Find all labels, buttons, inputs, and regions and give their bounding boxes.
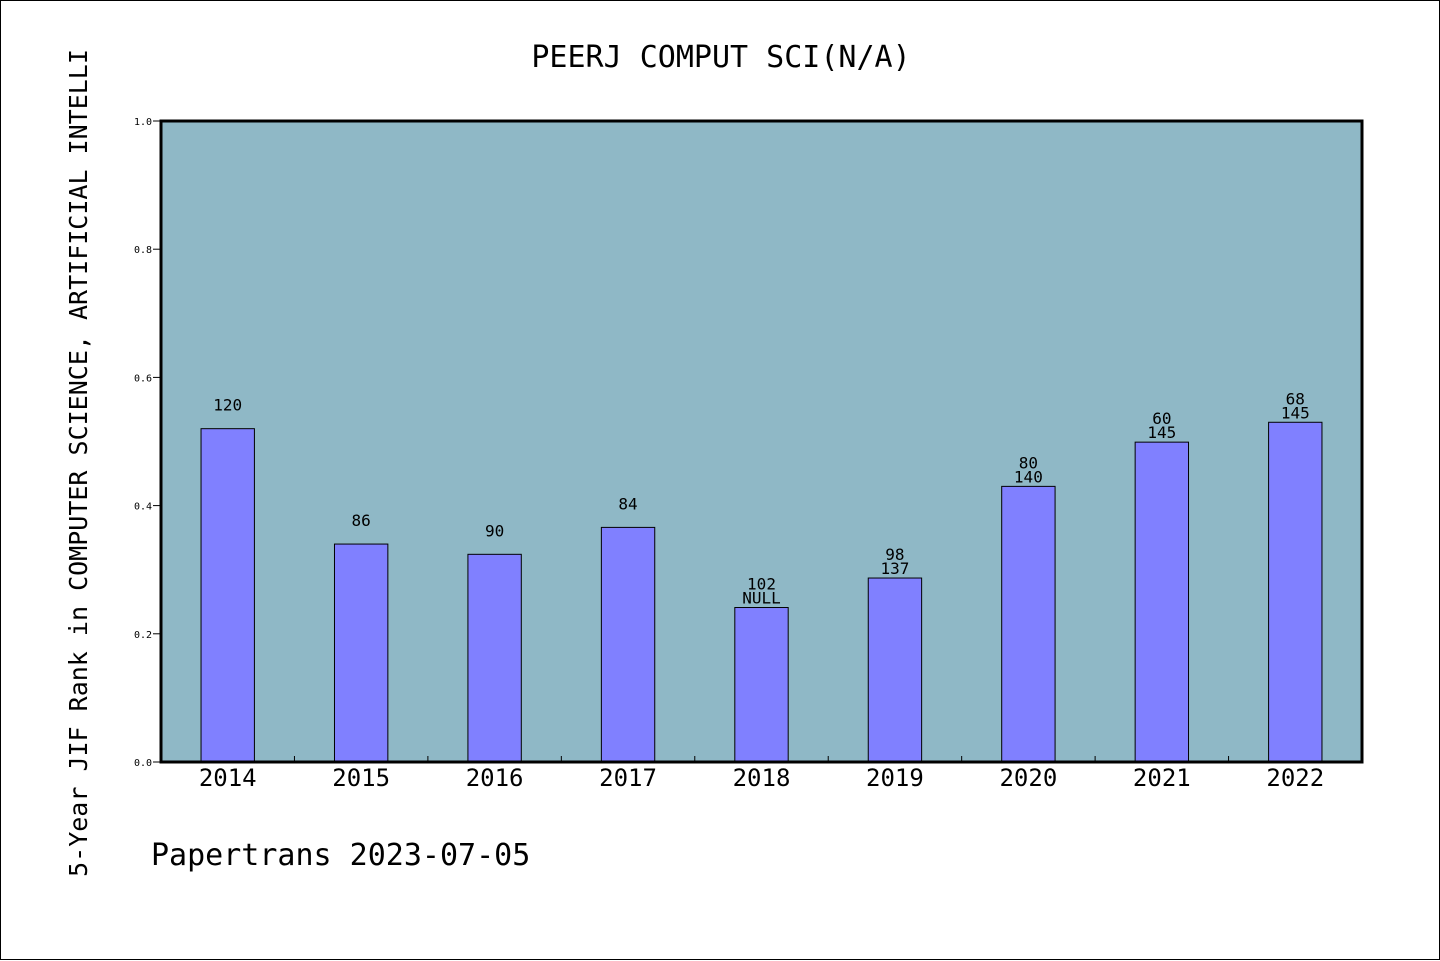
y-tick-label: 0.6	[134, 373, 152, 384]
bar-value-label: 137	[880, 559, 909, 578]
chart-title: PEERJ COMPUT SCI(N/A)	[531, 40, 910, 75]
bar-value-label: 145	[1147, 423, 1176, 442]
y-tick-label: 0.4	[134, 502, 152, 513]
bar-2015	[333, 543, 389, 763]
y-tick-label: 1.0	[134, 117, 152, 128]
x-tick-label: 2016	[466, 764, 524, 792]
plot-frame	[159, 119, 1364, 764]
y-tick-label: 0.0	[134, 758, 152, 769]
bar-value-label: 86	[352, 511, 371, 530]
x-tick-label: 2018	[733, 764, 791, 792]
bar-2016	[467, 553, 522, 763]
bars	[200, 421, 1323, 763]
x-tick-label: 2021	[1133, 764, 1191, 792]
bar-value-label: 68	[1286, 389, 1305, 408]
bar-value-label: NULL	[742, 589, 781, 608]
bar-2022	[1268, 421, 1323, 763]
bar-value-label: 98	[885, 545, 904, 564]
y-tick-label: 0.8	[134, 245, 152, 256]
bar-value-label: 80	[1019, 453, 1038, 472]
bar-value-label: 90	[485, 521, 504, 540]
bar-2021	[1134, 441, 1190, 763]
bar-2020	[1001, 485, 1056, 763]
bar-value-label: 120	[213, 396, 242, 415]
bar-2014	[200, 428, 255, 763]
x-axis-ticks: 2014 2015 2016 2017 2018 2019 2020 2021 2022	[199, 756, 1324, 792]
bar-value-label: 102	[747, 575, 776, 594]
bar-value-label: 84	[618, 494, 637, 513]
bar-2018	[734, 607, 789, 763]
x-tick-label: 2017	[599, 764, 657, 792]
bar-2017	[600, 526, 656, 763]
bar-value-label: 60	[1152, 409, 1171, 428]
x-tick-label: 2014	[199, 764, 257, 792]
x-tick-label: 2015	[332, 764, 390, 792]
y-axis-label: 5-Year JIF Rank in COMPUTER SCIENCE, ART…	[64, 49, 93, 877]
x-tick-label: 2022	[1266, 764, 1324, 792]
y-tick-label: 0.2	[134, 630, 152, 641]
bar-2019	[867, 577, 923, 763]
footer-credit: Papertrans 2023-07-05	[151, 838, 530, 873]
x-tick-label: 2020	[999, 764, 1057, 792]
bar-value-label: 140	[1014, 467, 1043, 486]
bar-value-label: 145	[1281, 403, 1310, 422]
y-axis-ticks: 0.0 0.2 0.4 0.6 0.8 1.0	[134, 117, 161, 769]
x-tick-label: 2019	[866, 764, 924, 792]
